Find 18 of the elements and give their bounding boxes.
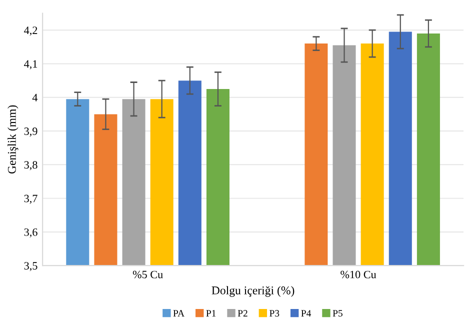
y-tick-label: 3,5 (24, 262, 38, 272)
legend-label: P2 (238, 310, 248, 316)
legend-label: P5 (332, 310, 342, 317)
legend-label: PA (173, 310, 184, 316)
legend-label: P1 (206, 310, 216, 316)
y-tick-label: 4,1 (24, 60, 38, 70)
y-tick-label: 3,7 (24, 194, 38, 204)
y-tick-label: 3,6 (24, 228, 38, 238)
x-tick-label: %5 Cu (132, 270, 163, 278)
y-tick-label: 4,2 (24, 26, 38, 36)
y-tick-label: 3,8 (24, 161, 38, 170)
x-axis-title: Dolgu içeriği (%) (212, 286, 294, 297)
y-axis-title: Genişlik (mm) (8, 105, 18, 174)
legend-label: P3 (270, 310, 280, 317)
y-tick-label: 3,9 (24, 128, 38, 137)
x-tick-label: %10 Cu (340, 270, 376, 278)
y-tick-label: 4 (32, 94, 38, 102)
legend-label: P4 (301, 310, 312, 316)
